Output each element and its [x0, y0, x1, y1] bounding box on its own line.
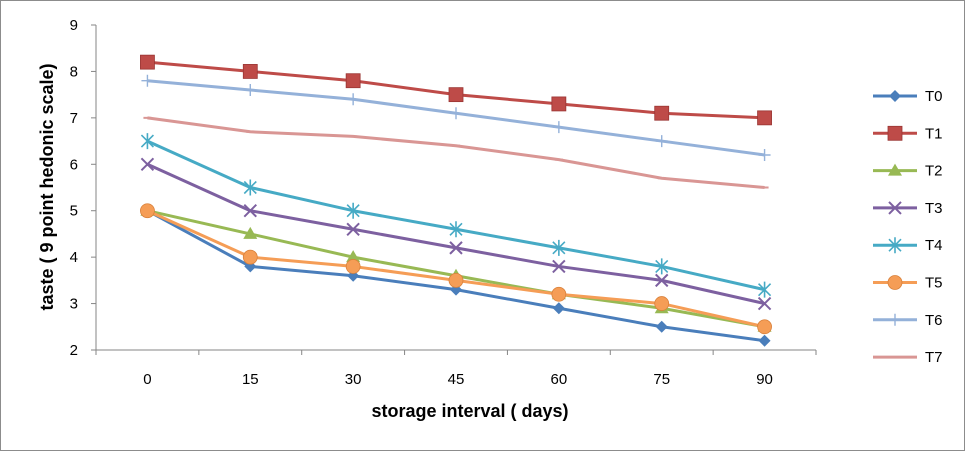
data-point-t6 [552, 121, 565, 134]
legend-item-t6: T6 [873, 312, 943, 329]
series-t5 [140, 203, 772, 335]
series-t4 [140, 133, 772, 298]
data-point-t6 [141, 74, 154, 87]
y-tick-labels: 2 3 4 5 6 7 8 9 [70, 17, 96, 359]
legend-item-t7: T7 [873, 349, 943, 366]
series-t3 [140, 157, 772, 311]
data-point-t6 [244, 84, 257, 96]
axes [95, 25, 816, 351]
legend-label: T3 [925, 200, 943, 217]
legend-label: T4 [925, 237, 943, 254]
y-tick-label: 2 [70, 342, 78, 359]
data-point-t4 [449, 221, 463, 238]
x-tick-label: 60 [551, 371, 568, 388]
series-t7 [143, 116, 769, 189]
data-point-t5 [140, 203, 155, 219]
data-point-t1 [242, 64, 258, 79]
legend-item-t1: T1 [873, 125, 943, 142]
legend-item-t4: T4 [873, 237, 943, 254]
data-point-t3 [346, 222, 360, 236]
x-axis-title: storage interval ( days) [371, 401, 568, 421]
data-point-t1 [448, 87, 464, 103]
data-point-t0 [758, 334, 771, 347]
data-point-t4 [243, 179, 257, 196]
x-tick-label: 75 [653, 371, 670, 388]
legend-marker [887, 275, 903, 290]
y-tick-label: 9 [70, 17, 78, 34]
legend-marker [889, 313, 901, 326]
legend-label: T0 [925, 88, 943, 105]
legend-label: T1 [925, 125, 943, 142]
data-point-t4 [758, 281, 772, 298]
data-point-t6 [347, 93, 360, 106]
legend-label: T7 [925, 349, 943, 366]
data-point-t4 [655, 258, 669, 275]
data-point-t1 [345, 73, 361, 89]
legend-marker [888, 201, 902, 215]
data-point-t4 [346, 202, 360, 219]
legend-item-t3: T3 [873, 200, 943, 217]
legend-item-t0: T0 [873, 88, 943, 105]
legend-label: T6 [925, 312, 943, 329]
data-point-t0 [552, 302, 565, 315]
data-point-t3 [243, 204, 257, 218]
data-point-t5 [345, 259, 361, 274]
series-line-t4 [146, 139, 765, 292]
series-line-t7 [147, 116, 765, 189]
series-layer [140, 54, 772, 347]
y-tick-label: 8 [70, 63, 78, 80]
data-point-t0 [655, 320, 668, 333]
data-point-t4 [140, 133, 154, 150]
y-tick-label: 5 [70, 203, 78, 220]
series-t6 [141, 74, 771, 161]
data-point-t5 [242, 249, 258, 265]
data-point-t3 [552, 259, 566, 274]
x-tick-label: 15 [242, 371, 259, 388]
data-point-t5 [757, 319, 772, 335]
y-tick-label: 6 [70, 156, 78, 173]
data-point-t2 [243, 226, 258, 239]
x-tick-labels: 0 15 30 45 60 75 90 [95, 350, 817, 388]
data-point-t1 [654, 105, 670, 121]
data-point-t5 [551, 286, 567, 302]
data-point-t1 [757, 110, 772, 126]
data-point-t5 [654, 296, 670, 311]
data-point-t1 [551, 96, 567, 112]
legend-marker [887, 125, 903, 141]
data-point-t3 [655, 273, 669, 288]
legend-marker [888, 237, 902, 254]
legend-marker [889, 90, 901, 102]
data-point-t4 [552, 239, 566, 256]
x-tick-label: 0 [143, 371, 151, 388]
x-tick-label: 30 [345, 371, 362, 388]
data-point-t6 [450, 107, 462, 120]
legend-item-t5: T5 [873, 275, 943, 292]
y-axis-title: taste ( 9 point hedonic scale) [37, 63, 57, 310]
data-point-t1 [140, 54, 155, 70]
legend: T0 T1 T2 T3 T4 T5 T6 T7 [873, 88, 943, 366]
legend-label: T2 [925, 163, 943, 180]
data-point-t6 [655, 135, 668, 148]
data-point-t3 [757, 296, 772, 311]
y-tick-label: 7 [70, 110, 78, 127]
x-tick-label: 90 [756, 371, 773, 388]
legend-label: T5 [925, 275, 943, 292]
legend-marker [888, 163, 902, 176]
series-t1 [140, 54, 772, 126]
data-point-t6 [758, 149, 771, 161]
legend-item-t2: T2 [873, 163, 943, 180]
data-point-t5 [448, 272, 464, 288]
data-point-t3 [140, 157, 155, 171]
y-tick-label: 4 [70, 249, 78, 266]
data-point-t2 [346, 250, 361, 263]
y-tick-label: 3 [70, 296, 78, 313]
data-point-t3 [449, 241, 463, 255]
x-tick-label: 45 [448, 371, 465, 388]
